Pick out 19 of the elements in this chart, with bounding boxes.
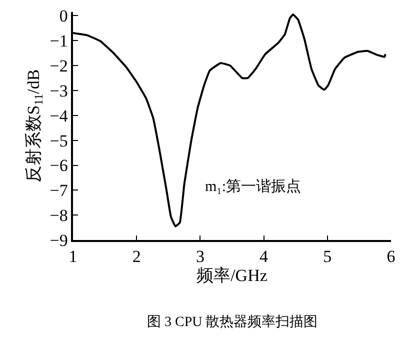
y-tick-label: −4 [50,106,68,126]
x-tick-label: 1 [68,247,78,266]
x-tick-label: 4 [260,247,269,266]
x-tick-label: 6 [386,247,396,266]
y-tick-label: 0 [59,6,68,26]
x-axis-title: 频率/GHz [196,266,268,286]
x-tick-label: 3 [196,247,204,266]
y-tick-label: −7 [50,181,68,200]
x-tick-label: 2 [132,247,141,266]
x-tick-label: 5 [323,247,332,266]
y-tick-label: −6 [50,156,68,176]
annotation: m₁:第一谐振点 [205,178,302,195]
y-tick-label: −3 [50,81,68,100]
y-tick-label: −8 [50,206,68,226]
y-tick-label: −2 [50,56,68,76]
y-tick-label: −5 [50,131,68,150]
y-tick-label: −1 [50,32,68,51]
y-tick-label: −9 [50,230,68,250]
caption: 图 3 CPU 散热器频率扫描图 [147,314,318,330]
